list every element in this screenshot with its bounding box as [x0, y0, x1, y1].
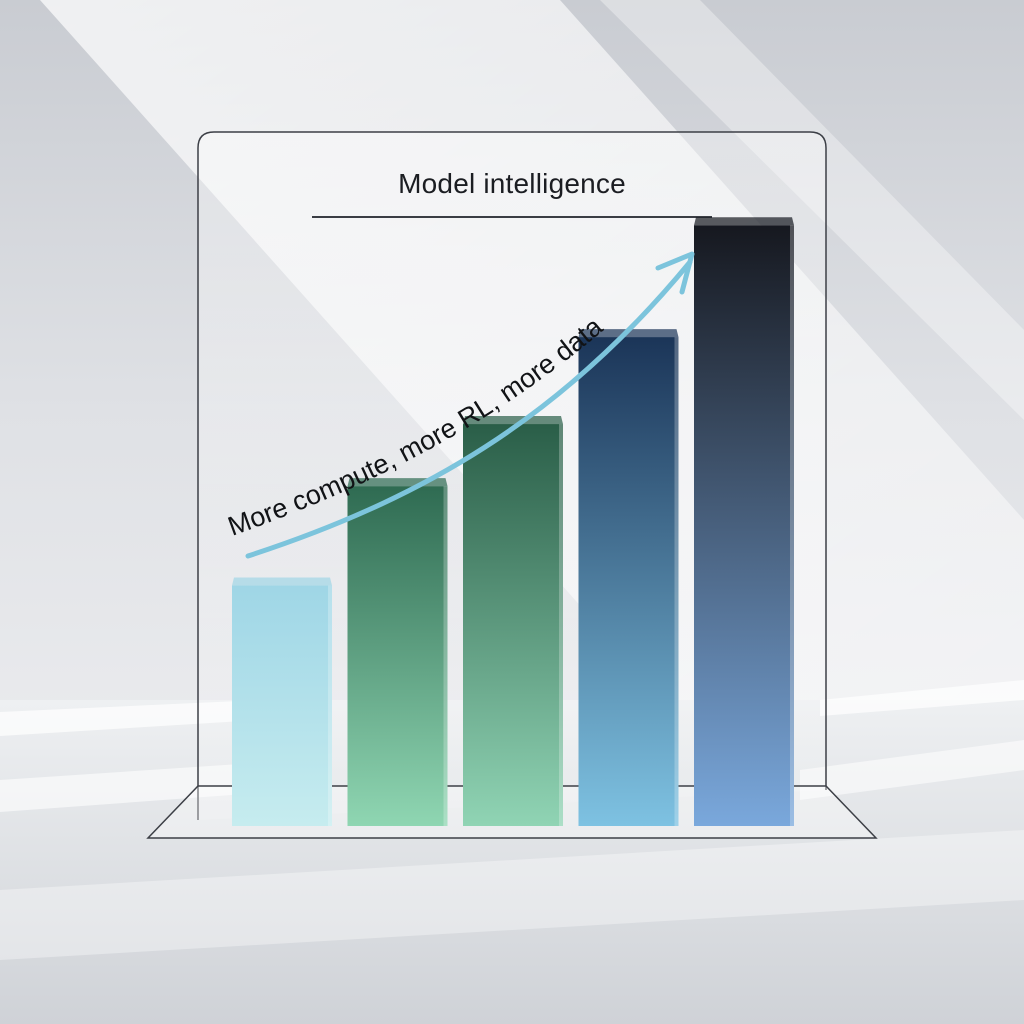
bar-front-face [347, 486, 448, 826]
bar-front-face [232, 585, 332, 826]
trend-arrow [245, 259, 693, 559]
bar-5 [694, 217, 794, 826]
bar-front-face [463, 424, 563, 826]
trend-arrow-head [655, 251, 695, 295]
bar-side-highlight [559, 424, 563, 826]
bar-front-face [578, 337, 679, 826]
bar-top-face [232, 577, 332, 586]
bar-side-highlight [328, 585, 332, 826]
bar-side-highlight [674, 337, 679, 826]
bar-2 [347, 478, 448, 826]
bar-3 [463, 416, 563, 826]
bar-top-face [463, 416, 563, 425]
bar-4 [578, 329, 679, 826]
bar-top-face [694, 217, 794, 226]
bars-layer [232, 217, 794, 826]
title-underline [312, 216, 712, 218]
bar-side-highlight [790, 225, 794, 826]
bar-1 [232, 577, 332, 826]
bar-side-highlight [443, 486, 448, 826]
bar-front-face [694, 225, 794, 826]
chart-title: Model intelligence [398, 168, 626, 199]
